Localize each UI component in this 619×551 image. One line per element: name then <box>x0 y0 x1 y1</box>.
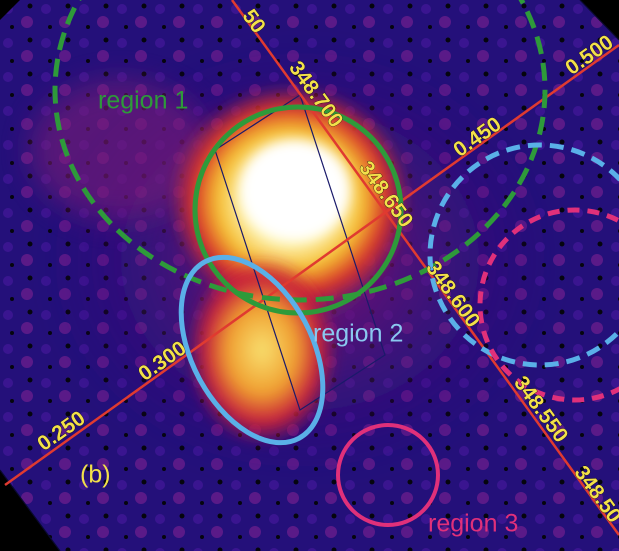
region-label: region 3 <box>428 510 518 538</box>
panel-label: (b) <box>80 461 111 489</box>
region-label: region 2 <box>313 320 403 348</box>
region-label: region 1 <box>98 87 188 115</box>
x-ray-image: 0.2500.3000.4500.500 50348.700348.650348… <box>0 0 619 551</box>
